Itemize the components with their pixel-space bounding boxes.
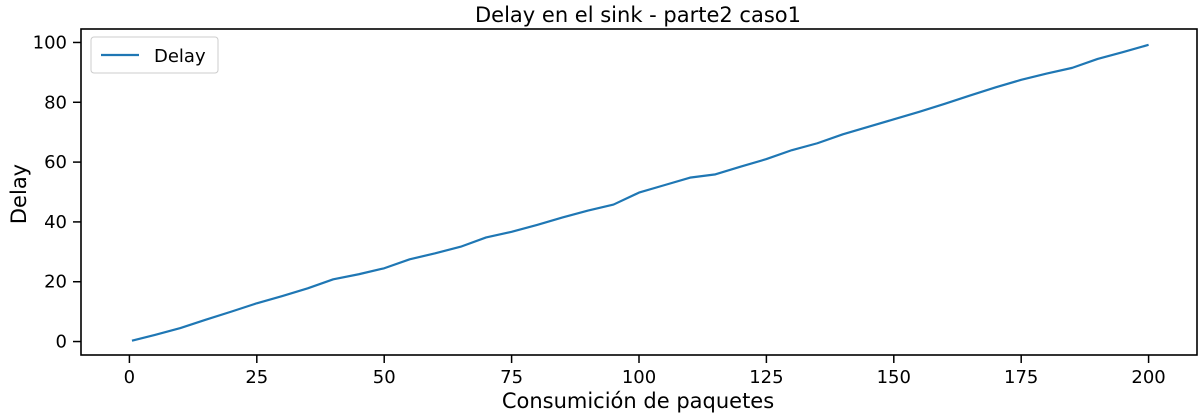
y-tick-label: 0 <box>56 332 67 353</box>
y-tick-label: 80 <box>44 92 67 113</box>
x-tick-label: 200 <box>1131 367 1165 388</box>
x-axis-title: Consumición de paquetes <box>502 389 774 413</box>
x-tick-label: 75 <box>500 367 523 388</box>
x-tick-label: 175 <box>1004 367 1038 388</box>
x-tick-label: 150 <box>877 367 911 388</box>
x-tick-label: 25 <box>245 367 268 388</box>
x-tick-label: 50 <box>373 367 396 388</box>
legend: Delay <box>90 36 219 74</box>
y-tick-label: 20 <box>44 272 67 293</box>
y-tick-label: 60 <box>44 152 67 173</box>
series-line-delay <box>131 43 1149 342</box>
x-tick-label: 0 <box>124 367 135 388</box>
legend-box <box>90 36 219 74</box>
x-tick-label: 100 <box>622 367 656 388</box>
y-tick-label: 40 <box>44 212 67 233</box>
y-axis-title: Delay <box>7 164 31 224</box>
legend-label: Delay <box>154 46 206 67</box>
x-tick-label: 125 <box>749 367 783 388</box>
plot-frame <box>80 28 1198 356</box>
chart-title: Delay en el sink - parte2 caso1 <box>475 3 801 27</box>
y-tick-label: 100 <box>33 32 67 53</box>
